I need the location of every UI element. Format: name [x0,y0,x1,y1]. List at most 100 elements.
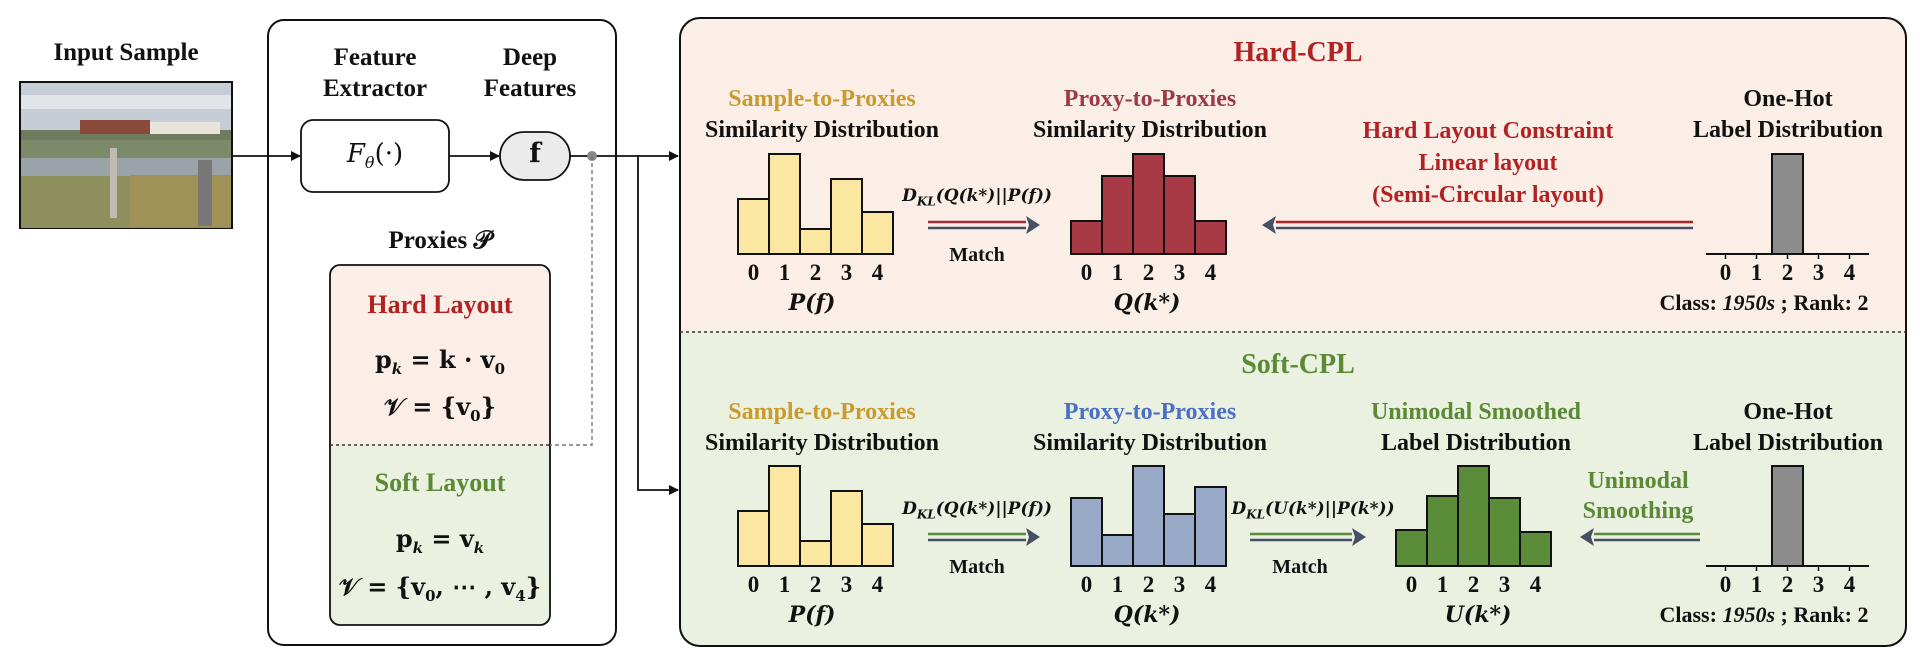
soft-sample-to-proxies-bar-2 [799,540,832,567]
hard-constraint-arrow [1262,216,1693,234]
hard-match-label: Match [949,244,1005,266]
hard-layout-eq2: 𝒱 = {v0} [384,392,496,425]
soft-proxy-to-proxies-tick-4: 4 [1205,572,1217,597]
soft-p2p-line2: Similarity Distribution [1032,430,1268,456]
soft-class-prefix: Class: [1659,602,1723,627]
soft-one-hot-tick-2: 2 [1782,572,1794,597]
hard-proxy-to-proxies-tick-1: 1 [1112,260,1124,285]
soft-proxy-to-proxies-bar-1 [1101,534,1134,567]
hard-s2p-line2: Similarity Distribution [704,117,940,143]
soft-proxy-to-proxies-tick-2: 2 [1143,572,1155,597]
hard-one-hot-bar-2 [1771,153,1804,255]
hard-constraint-line1: Hard Layout Constraint [1362,118,1614,144]
soft-uni-line1: Unimodal Smoothed [1370,399,1582,425]
soft-proxy-to-proxies-bar-3 [1163,513,1196,567]
arrow-features-to-soft [637,156,679,495]
hard-eq2-sub-0: 0 [470,406,481,425]
soft-match1-label: Match [949,556,1005,578]
soft-eq2-mid: , ⋯ , v [435,572,516,601]
soft-smoothing-arrow [1580,528,1700,546]
feature-extractor-title: Feature Extractor [323,42,427,104]
hard-kl-args: (Q(k*)||P(f)) [935,186,1052,206]
hard-kl-sub: KL [916,194,936,209]
hard-eq2-start: 𝒱 = {v [383,392,471,421]
hard-sample-to-proxies-tick-4: 4 [872,260,884,285]
hard-p2p-heading: Proxy-to-Proxies Similarity Distribution [1033,84,1267,146]
soft-sample-to-proxies-tick-1: 1 [779,572,791,597]
hard-proxy-to-proxies-bar-4 [1194,220,1227,255]
soft-eq1-sub-k2: k [473,538,485,557]
hard-eq1-rest: = k · v [402,345,495,374]
soft-proxy-to-proxies-bar-0 [1070,497,1103,567]
hard-p2p-line1: Proxy-to-Proxies [1063,86,1237,112]
hard-sample-to-proxies-tick-2: 2 [810,260,822,285]
soft-cpl-title: Soft-CPL [1241,349,1355,380]
hard-eq2-end: } [480,392,497,421]
soft-p2p-heading: Proxy-to-Proxies Similarity Distribution [1033,397,1267,459]
deep-features-title-line2: Features [483,75,577,102]
soft-smoothing-line2: Smoothing [1582,498,1694,524]
hard-eq1-p: p [374,345,392,374]
soft-smoothing-line1: Unimodal [1587,468,1689,494]
soft-kl2-d: D [1231,499,1247,519]
hard-sample-to-proxies-bar-0 [737,198,770,255]
hard-constraint-line3: (Semi-Circular layout) [1372,182,1604,208]
hard-proxy-to-proxies-tick-4: 4 [1205,260,1217,285]
soft-s2p-line1: Sample-to-Proxies [728,399,916,425]
soft-eq1-rest: = v [423,524,474,553]
input-image [19,81,233,229]
soft-sample-to-proxies-tick-4: 4 [872,572,884,597]
soft-p2p-line1: Proxy-to-Proxies [1063,399,1237,425]
soft-sample-to-proxies-bar-3 [830,490,863,567]
soft-kl1-args: (Q(k*)||P(f)) [935,499,1052,519]
hard-kl-d: D [902,186,917,206]
hard-s2p-line1: Sample-to-Proxies [728,86,916,112]
soft-proxy-to-proxies-tick-0: 0 [1081,572,1093,597]
feature-extractor-title-line2: Extractor [322,75,428,102]
hard-proxy-to-proxies-bar-1 [1101,175,1134,255]
soft-eq2-start: 𝒱 = {v [338,572,426,601]
soft-layout-eq2: 𝒱 = {v0, ⋯ , v4} [339,572,541,605]
hard-layout-title: Hard Layout [367,290,513,319]
hard-constraint-line2: Linear layout [1418,150,1558,176]
soft-unimodal-smoothed-tick-2: 2 [1468,572,1480,597]
hard-sample-to-proxies-tick-1: 1 [779,260,791,285]
hard-sample-to-proxies-bar-4 [861,211,894,255]
hard-sample-to-proxies-tick-0: 0 [748,260,760,285]
hard-cpl-title: Hard-CPL [1233,37,1363,68]
soft-unimodal-smoothed-bar-3 [1488,497,1521,567]
soft-p-label: P(f) [788,602,836,628]
hard-proxy-to-proxies-bar-2 [1132,153,1165,255]
soft-unimodal-smoothed-tick-4: 4 [1530,572,1542,597]
soft-one-hot-tick-1: 1 [1751,572,1763,597]
extractor-args: (·) [374,139,404,169]
hard-sample-to-proxies-bar-2 [799,228,832,255]
hard-one-hot-tick-0: 0 [1720,260,1732,285]
soft-kl2-sub: KL [1246,507,1266,522]
hard-constraint-text: Hard Layout Constraint Linear layout (Se… [1363,115,1614,211]
hard-q-label: Q(k*) [1113,290,1181,316]
soft-onehot-line1: One-Hot [1743,399,1833,425]
soft-s2p-heading: Sample-to-Proxies Similarity Distributio… [705,397,939,459]
soft-proxy-to-proxies-tick-1: 1 [1112,572,1124,597]
feature-extractor-label: Fθ(·) [347,139,403,172]
hard-p-label: P(f) [788,290,836,316]
soft-unimodal-smoothed-bar-4 [1519,531,1552,567]
soft-uni-line2: Label Distribution [1380,430,1572,456]
soft-layout-title: Soft Layout [374,468,506,497]
soft-unimodal-smoothed-tick-1: 1 [1437,572,1449,597]
soft-rank-text: ; Rank: 2 [1775,602,1869,627]
soft-unimodal-smoothed-tick-0: 0 [1406,572,1418,597]
hard-proxy-to-proxies-tick-0: 0 [1081,260,1093,285]
proxies-title: Proxies 𝒫 [388,227,492,254]
proxy-link-dashed [550,156,593,446]
soft-onehot-heading: One-Hot Label Distribution [1693,397,1883,459]
hard-proxy-to-proxies-bar-3 [1163,175,1196,255]
soft-q-label: Q(k*) [1113,602,1181,628]
soft-match1-arrow [928,528,1040,546]
